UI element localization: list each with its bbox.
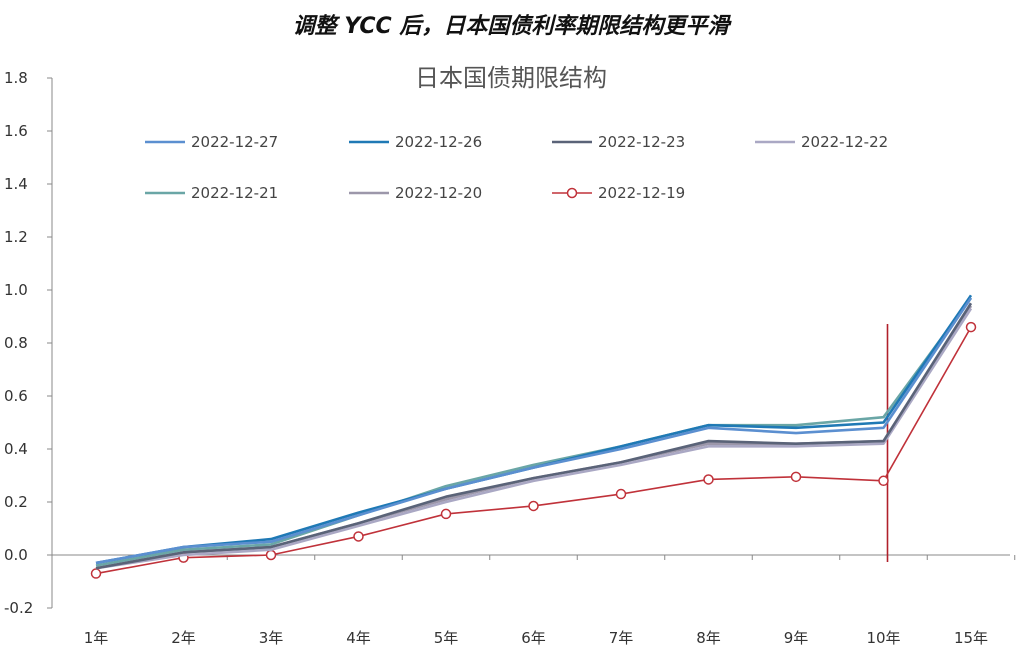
legend-label-2022-12-21: 2022-12-21: [191, 184, 278, 202]
series-point-2022-12-19: [440, 508, 452, 520]
series-line-2022-12-19: [95, 326, 972, 575]
series-point-2022-12-19: [265, 549, 277, 561]
legend-label-2022-12-27: 2022-12-27: [191, 133, 278, 151]
x-tick-label: 3年: [259, 629, 284, 647]
y-tick-label: 0.6: [4, 387, 28, 405]
series-point-2022-12-19: [790, 471, 802, 483]
x-tick-label: 4年: [346, 629, 371, 647]
legend: 2022-12-27 2022-12-26 2022-12-23 2022-12-22…: [145, 133, 888, 202]
series-line-2022-12-23: [95, 302, 973, 570]
series-line-2022-12-22: [95, 307, 973, 570]
series-point-2022-12-19: [615, 488, 627, 500]
chart-title: 日本国债期限结构: [415, 64, 607, 92]
legend-label-2022-12-22: 2022-12-22: [801, 133, 888, 151]
axes: 1.8 1.6 1.4 1.2 1.0 0.8 0.6 0.4 0.2 0.0 -0.2 1年 2年 3年…: [4, 69, 1016, 647]
legend-label-2022-12-26: 2022-12-26: [395, 133, 482, 151]
x-tick-label: 10年: [866, 629, 900, 647]
series-point-2022-12-19: [528, 500, 539, 512]
headline: 调整 YCC 后，日本国债利率期限结构更平滑: [292, 14, 730, 39]
series-line-2022-12-26: [95, 294, 973, 565]
y-tick-label: 0.0: [4, 546, 28, 564]
x-tick-label: 7年: [609, 629, 634, 647]
x-tick-label: 1年: [84, 629, 109, 647]
legend-label-2022-12-20: 2022-12-20: [395, 184, 482, 202]
series-line-2022-12-20: [95, 305, 973, 570]
series-point-2022-12-19: [878, 475, 889, 487]
y-tick-label: 1.8: [4, 69, 28, 87]
series-point-2022-12-19: [353, 531, 364, 542]
series-point-2022-12-19: [965, 321, 977, 333]
legend-marker-2022-12-19: [566, 187, 578, 199]
series-point-2022-12-19: [90, 568, 102, 579]
x-tick-label: 8年: [696, 629, 721, 647]
legend-label-2022-12-23: 2022-12-23: [598, 133, 685, 151]
y-tick-label: 1.4: [4, 175, 28, 193]
legend-label-2022-12-19: 2022-12-19: [598, 184, 685, 202]
x-tick-label: 5年: [434, 629, 459, 647]
y-tick-label: 1.0: [4, 281, 28, 299]
x-tick-label: 6年: [521, 629, 546, 647]
y-tick-label: 1.6: [4, 122, 28, 140]
series-line-2022-12-27: [95, 297, 973, 565]
x-tick-label: 2年: [171, 629, 196, 647]
x-tick-label: 9年: [784, 629, 809, 647]
x-tick-label: 15年: [954, 629, 988, 647]
y-tick-label: 0.8: [4, 334, 28, 352]
y-tick-label: 0.2: [4, 493, 28, 511]
y-tick-label: -0.2: [4, 599, 33, 617]
series-point-2022-12-19: [703, 474, 714, 485]
y-tick-label: 1.2: [4, 228, 28, 246]
series-group: [90, 294, 977, 579]
series-line-2022-12-21: [95, 297, 973, 567]
y-tick-label: 0.4: [4, 440, 28, 458]
